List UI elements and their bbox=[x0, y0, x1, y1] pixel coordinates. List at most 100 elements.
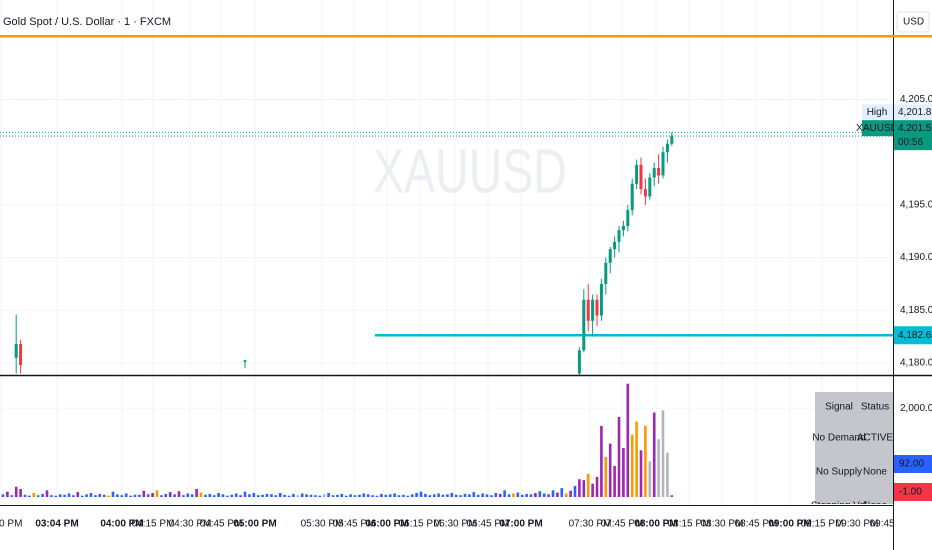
indicator-tag bbox=[894, 455, 932, 473]
x-tick-label: 08:15 PM bbox=[668, 519, 711, 530]
volume-bar bbox=[472, 492, 476, 497]
x-tick-label: 09:30 PM bbox=[836, 519, 879, 530]
volume-bar bbox=[292, 493, 295, 497]
volume-bar bbox=[309, 494, 313, 497]
volume-bar bbox=[419, 491, 423, 497]
volume-bar bbox=[248, 494, 251, 497]
volume-bar bbox=[67, 493, 71, 497]
volume-bar bbox=[393, 493, 396, 497]
x-tick-label: 04:00 PM bbox=[100, 519, 143, 530]
candle-body bbox=[608, 249, 612, 263]
table-cell: No Supply bbox=[816, 467, 862, 478]
volume-bar bbox=[151, 493, 154, 497]
overlay: 4,182.63 High 4,201.88XAUUSD4,201.52 00:56 S… bbox=[811, 35, 932, 512]
x-tick-label: 03:30 PM bbox=[0, 519, 22, 530]
volume-bar bbox=[406, 495, 410, 497]
volume-bar bbox=[252, 493, 256, 497]
volume-bar bbox=[630, 434, 634, 497]
volume-bar bbox=[582, 480, 586, 497]
volume-bar bbox=[371, 495, 374, 497]
volume-bar bbox=[186, 493, 190, 497]
volume-bar bbox=[234, 493, 238, 497]
volume-bar bbox=[36, 495, 40, 497]
volume-bar bbox=[208, 493, 212, 497]
table-background bbox=[815, 392, 893, 504]
volume-bar bbox=[120, 495, 124, 497]
x-tick-label: 09:45 PM bbox=[870, 519, 913, 530]
volume-bar bbox=[600, 425, 603, 497]
volume-bar bbox=[305, 494, 308, 497]
volume-bar bbox=[344, 495, 348, 497]
volume-bar bbox=[14, 486, 18, 497]
y-tick-label: 4,185.00 bbox=[900, 305, 932, 316]
volume-bar bbox=[124, 493, 128, 497]
volume-bar bbox=[336, 494, 339, 497]
candle-body bbox=[661, 152, 665, 176]
volume-bar bbox=[226, 495, 229, 497]
table-cell: Stopping Vol bbox=[811, 501, 867, 512]
volume-bar bbox=[512, 493, 515, 497]
volume-bar bbox=[85, 494, 88, 497]
x-tick-label: 06:00 PM bbox=[365, 519, 408, 530]
volume-bar bbox=[318, 495, 322, 497]
volume-bar bbox=[19, 489, 22, 497]
volume-bar bbox=[503, 490, 506, 497]
volume-bar bbox=[204, 494, 207, 497]
volume-bar bbox=[129, 495, 132, 497]
volume-bar bbox=[265, 493, 269, 497]
volume-bar bbox=[116, 494, 119, 497]
volume-bar bbox=[58, 494, 62, 497]
y-tick-label: 4,190.00 bbox=[900, 252, 932, 263]
candle-body bbox=[648, 177, 652, 197]
table-cell: ACTIVE bbox=[857, 433, 893, 444]
candle-body bbox=[657, 168, 661, 176]
tag-value-box bbox=[894, 104, 932, 121]
volume-bar bbox=[529, 494, 533, 497]
volume-bar bbox=[72, 495, 75, 497]
x-tick-label: 04:30 PM bbox=[169, 519, 212, 530]
volume-bar bbox=[173, 494, 176, 497]
volume-bar bbox=[380, 493, 383, 497]
volume-bar bbox=[28, 495, 31, 497]
tag-name: XAUUSD bbox=[856, 123, 898, 134]
currency-box[interactable] bbox=[896, 11, 930, 33]
volume-bar bbox=[375, 495, 379, 497]
volume-bar bbox=[446, 494, 449, 497]
volume-bar bbox=[463, 493, 467, 497]
volume-bar bbox=[516, 492, 520, 497]
volume-bar bbox=[661, 410, 665, 497]
volume-pane bbox=[1, 383, 674, 497]
volume-bar bbox=[410, 494, 414, 497]
candle-body bbox=[639, 164, 643, 190]
candle-body bbox=[665, 143, 669, 153]
volume-bar bbox=[107, 495, 110, 497]
volume-bar bbox=[164, 493, 168, 497]
volume-bar bbox=[402, 494, 405, 497]
volume-bar bbox=[50, 495, 53, 497]
x-tick-label: 05:45 PM bbox=[333, 519, 376, 530]
candle-body bbox=[626, 210, 630, 226]
x-tick-label: 07:00 PM bbox=[499, 519, 542, 530]
volume-bar bbox=[133, 494, 137, 497]
countdown: 00:56 bbox=[898, 137, 923, 148]
level-label: 4,182.63 bbox=[898, 330, 932, 341]
candle-body bbox=[630, 183, 634, 211]
indicator-label: -1.00 bbox=[899, 487, 922, 498]
volume-bar bbox=[485, 494, 489, 497]
x-tick-label: 04:15 PM bbox=[132, 519, 175, 530]
volume-bar bbox=[10, 495, 14, 497]
x-tick-label: 08:30 PM bbox=[701, 519, 744, 530]
currency[interactable]: USD bbox=[903, 17, 924, 28]
volume-bar bbox=[366, 494, 370, 497]
volume-bar bbox=[340, 493, 344, 497]
symbol-title[interactable]: Gold Spot / U.S. Dollar · 1 · FXCM bbox=[3, 16, 171, 28]
volume-bar bbox=[450, 493, 454, 497]
candle-body bbox=[621, 225, 625, 231]
volume-bar bbox=[569, 490, 572, 497]
candle-body bbox=[652, 168, 656, 178]
x-tick-label: 03:04 PM bbox=[35, 519, 78, 530]
volume-bar bbox=[547, 494, 550, 497]
volume-bar bbox=[300, 493, 304, 497]
